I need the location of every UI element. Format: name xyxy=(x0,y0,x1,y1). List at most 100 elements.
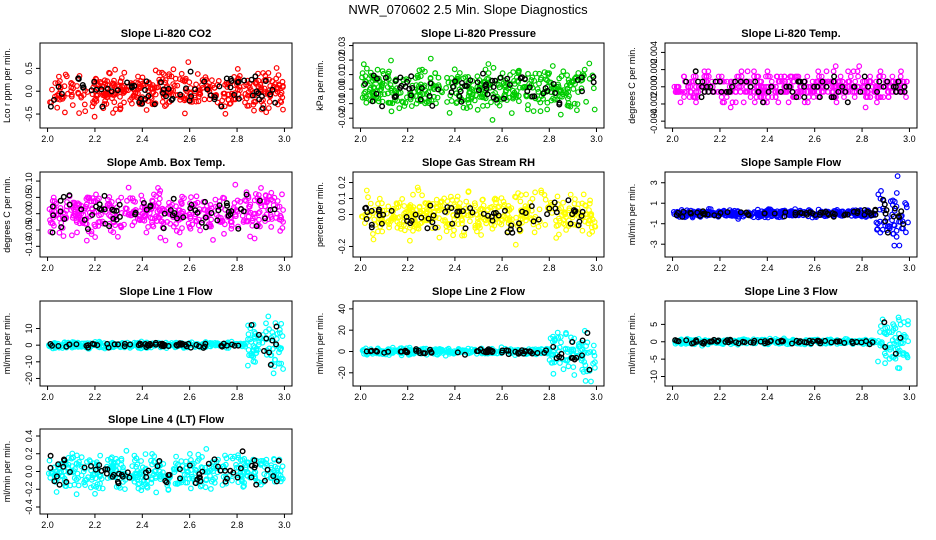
y-tick-label: 0 xyxy=(649,339,659,344)
y-axis-label: Lco r ppm per min. xyxy=(2,48,12,123)
data-point xyxy=(434,94,441,101)
data-point xyxy=(511,77,517,84)
reference-point xyxy=(882,218,889,225)
data-point xyxy=(420,91,426,97)
data-point xyxy=(572,196,578,203)
y-tick-label: 20 xyxy=(337,325,347,335)
data-point xyxy=(211,84,218,91)
reference-point xyxy=(363,215,370,222)
reference-point xyxy=(700,208,707,215)
reference-point xyxy=(710,88,717,95)
x-tick-label: 2.2 xyxy=(714,134,727,144)
reference-point xyxy=(162,93,169,100)
y-tick-label: 0.1 xyxy=(337,192,347,205)
data-point xyxy=(278,99,285,105)
reference-point xyxy=(49,229,56,236)
reference-point xyxy=(269,337,276,344)
data-point xyxy=(266,326,273,333)
data-point xyxy=(121,69,128,76)
data-point xyxy=(465,96,472,103)
data-point xyxy=(399,195,406,202)
data-point xyxy=(50,194,57,201)
data-point xyxy=(433,203,440,210)
data-point xyxy=(52,80,59,86)
data-point xyxy=(276,203,283,210)
data-point xyxy=(772,94,779,100)
data-point xyxy=(145,87,152,94)
reference-point xyxy=(124,79,131,86)
data-point xyxy=(536,206,543,213)
data-point xyxy=(575,70,582,76)
data-point xyxy=(121,486,128,493)
data-point xyxy=(903,204,910,211)
data-point xyxy=(379,80,386,87)
reference-point xyxy=(269,86,276,93)
data-point xyxy=(871,88,877,95)
reference-point xyxy=(876,78,883,85)
reference-point xyxy=(66,192,73,199)
reference-point xyxy=(811,83,818,90)
data-point xyxy=(123,447,130,454)
data-point xyxy=(557,111,564,118)
reference-point xyxy=(262,215,269,222)
reference-point xyxy=(493,96,500,103)
reference-point xyxy=(579,208,586,215)
data-point xyxy=(513,214,519,221)
data-point xyxy=(415,88,422,94)
reference-point xyxy=(881,201,888,208)
data-point xyxy=(64,90,71,97)
data-point xyxy=(514,78,521,84)
data-point xyxy=(145,223,152,230)
data-point xyxy=(754,209,761,216)
data-point xyxy=(55,90,62,97)
x-tick-label: 2.0 xyxy=(354,263,367,273)
reference-point xyxy=(857,88,864,95)
data-point xyxy=(583,98,589,105)
plot-frame xyxy=(664,171,918,258)
data-point xyxy=(416,67,423,74)
plot-frame xyxy=(664,42,918,129)
x-tick-label: 2.4 xyxy=(449,392,462,402)
data-point xyxy=(75,211,82,218)
y-tick-label: -0.002 xyxy=(649,91,659,117)
data-point xyxy=(537,99,544,106)
data-point xyxy=(496,102,503,109)
data-point xyxy=(459,220,465,227)
data-point xyxy=(150,89,157,95)
x-tick-label: 2.2 xyxy=(89,134,102,144)
reference-point xyxy=(215,207,222,214)
data-point xyxy=(516,98,522,105)
reference-point xyxy=(88,87,95,94)
data-point xyxy=(472,202,479,209)
data-point xyxy=(829,83,836,90)
data-point xyxy=(875,191,882,198)
reference-point xyxy=(467,77,474,84)
data-point xyxy=(478,205,485,212)
data-point xyxy=(588,224,595,231)
data-point xyxy=(103,101,110,107)
data-point xyxy=(60,233,67,240)
reference-point xyxy=(58,90,65,97)
reference-point xyxy=(408,92,415,99)
data-point xyxy=(553,217,559,224)
data-point xyxy=(575,201,582,208)
reference-point xyxy=(896,214,903,221)
data-point xyxy=(134,90,141,97)
reference-point xyxy=(839,83,846,90)
data-point xyxy=(206,223,213,230)
data-point xyxy=(530,108,537,114)
reference-point xyxy=(459,208,466,215)
y-tick-label: -5 xyxy=(649,355,659,363)
data-point xyxy=(255,210,262,217)
data-point xyxy=(277,345,284,352)
data-point xyxy=(534,86,541,92)
data-point xyxy=(443,228,450,235)
data-point xyxy=(867,73,873,80)
reference-point xyxy=(89,211,96,218)
data-point xyxy=(274,198,281,204)
data-point xyxy=(849,83,855,90)
data-point xyxy=(222,110,229,117)
data-point xyxy=(228,225,235,232)
reference-point xyxy=(482,82,489,89)
x-tick-label: 2.4 xyxy=(449,134,462,144)
